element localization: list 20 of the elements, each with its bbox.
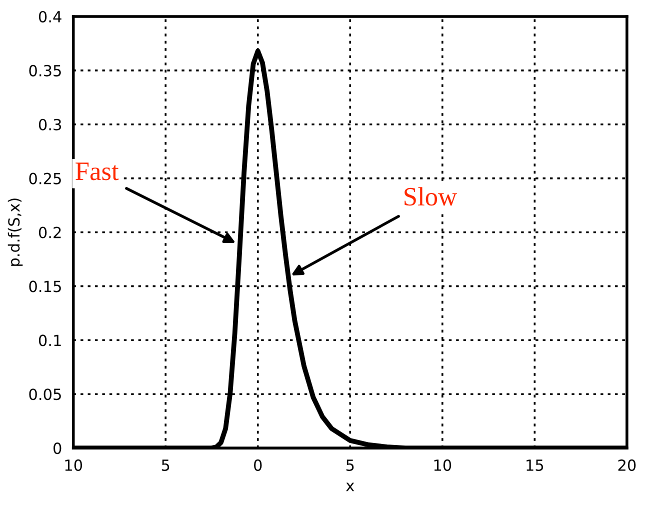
annotation: Slow — [404, 187, 457, 206]
y-tick-label: 0.15 — [29, 280, 61, 292]
x-axis-title: x — [346, 482, 354, 492]
y-tick-label: 0.1 — [38, 334, 61, 346]
y-tick-label: 0.25 — [29, 172, 61, 184]
x-tick-label: 5 — [346, 460, 354, 471]
x-tick-label: 20 — [618, 459, 636, 471]
x-tick-label: 5 — [162, 460, 170, 471]
y-axis-title: p.d.f(S,x) — [8, 198, 23, 266]
x-tick-label: 15 — [526, 460, 544, 471]
x-tick-label: 0 — [254, 459, 262, 471]
y-tick-label: 0.3 — [38, 118, 61, 130]
y-tick-label: 0.05 — [29, 388, 61, 400]
x-tick-label: 10 — [434, 459, 452, 471]
y-tick-label: 0.2 — [38, 226, 61, 238]
y-tick-label: 0 — [54, 442, 62, 454]
y-tick-label: 0.35 — [29, 64, 61, 76]
x-tick-label: 10 — [65, 459, 82, 471]
annotation: Fast — [76, 162, 119, 180]
y-tick-label: 0.4 — [38, 10, 62, 22]
